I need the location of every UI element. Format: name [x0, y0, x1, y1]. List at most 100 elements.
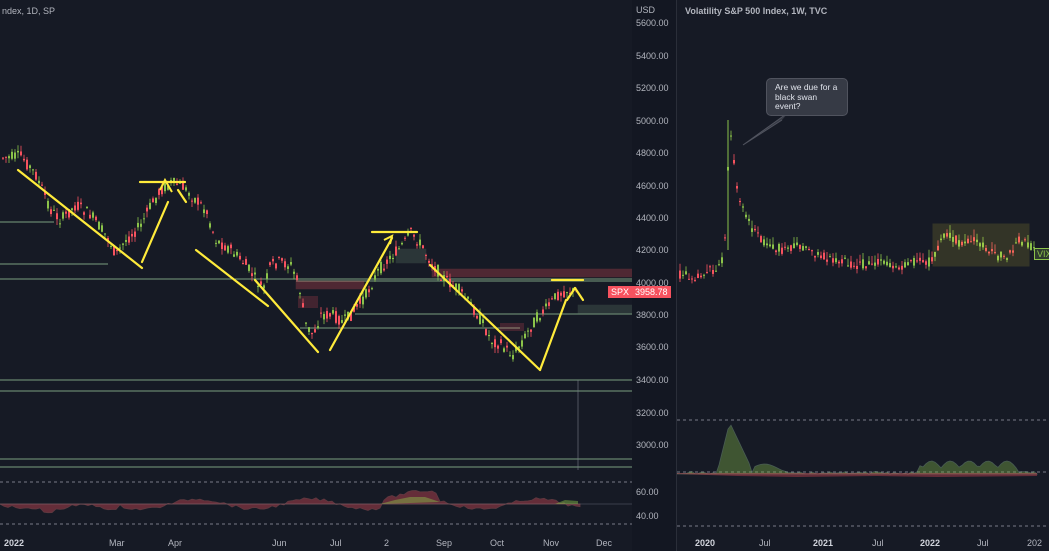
candle — [850, 261, 852, 268]
candle — [754, 228, 756, 231]
candle — [152, 198, 154, 203]
candle — [796, 242, 798, 246]
range-box — [932, 223, 1030, 267]
candle — [29, 165, 31, 168]
trend-annotation-line — [253, 278, 320, 354]
candle — [350, 312, 352, 321]
candle — [386, 259, 388, 264]
candle — [862, 259, 864, 269]
price-axis-tick: 3000.00 — [636, 440, 669, 450]
candle — [248, 264, 250, 271]
candle — [275, 263, 277, 269]
candle — [886, 261, 888, 266]
price-axis-tick: 5200.00 — [636, 83, 669, 93]
candle — [92, 212, 94, 218]
candle — [997, 255, 999, 261]
candle — [736, 186, 738, 189]
candle — [685, 271, 687, 275]
candle — [317, 326, 319, 329]
candle — [56, 213, 58, 220]
candle — [299, 293, 301, 295]
candle — [296, 275, 298, 280]
candle — [419, 239, 421, 246]
candle — [65, 211, 67, 214]
candle — [116, 249, 118, 252]
time-axis-tick: 202 — [1027, 538, 1043, 548]
candle — [545, 303, 547, 307]
candle — [892, 265, 894, 269]
candle — [1024, 239, 1026, 241]
time-axis-tick: 2 — [384, 538, 390, 548]
trend-annotation-line — [176, 188, 188, 204]
candle — [539, 318, 541, 321]
vix-chart-pane[interactable]: Volatility S&P 500 Index, 1W, TVC 2020 Ju… — [676, 0, 1049, 551]
candle — [320, 312, 322, 314]
candle — [859, 261, 861, 263]
candle — [461, 289, 463, 292]
candle — [500, 339, 502, 344]
candle — [71, 208, 73, 211]
candle — [1027, 242, 1029, 248]
spx-chart-pane[interactable]: ndex, 1D, SP 2022 Mar Apr Jun Jul 2 Sep Oct Nov D… — [0, 0, 632, 551]
resistance-zone — [431, 268, 632, 278]
candle — [131, 233, 133, 237]
trend-arrow-head — [159, 177, 173, 193]
candle — [835, 258, 837, 263]
candle — [227, 246, 229, 253]
candle — [745, 214, 747, 218]
candle — [979, 243, 981, 247]
candle — [77, 201, 79, 210]
candle — [314, 329, 316, 333]
candle — [808, 249, 810, 251]
candle — [485, 329, 487, 336]
candle — [751, 228, 753, 232]
candle — [161, 186, 163, 195]
candle — [47, 200, 49, 209]
candle — [503, 348, 505, 352]
candle — [383, 268, 385, 271]
candle — [332, 310, 334, 314]
candle — [473, 306, 475, 315]
candle — [203, 209, 205, 214]
candle — [847, 265, 849, 267]
candle — [1012, 250, 1014, 253]
candle — [53, 209, 55, 211]
candle — [287, 266, 289, 269]
candle — [404, 237, 406, 239]
candle — [398, 248, 400, 250]
resistance-zone — [295, 280, 365, 290]
candle — [521, 340, 523, 347]
candle — [766, 243, 768, 246]
price-axis-tick: 3800.00 — [636, 310, 669, 320]
price-axis-tick: 4800.00 — [636, 148, 669, 158]
candle — [206, 210, 208, 215]
candle — [910, 260, 912, 262]
price-axis[interactable]: USD 5600.00 5400.00 5200.00 5000.00 4800.00 4… — [632, 0, 676, 551]
candle — [158, 189, 160, 195]
candle — [305, 322, 307, 324]
candle — [536, 312, 538, 322]
price-axis-tick: 3600.00 — [636, 342, 669, 352]
candle — [799, 244, 801, 249]
spx-chart-canvas[interactable] — [0, 0, 632, 551]
candle — [104, 233, 106, 235]
candle — [146, 207, 148, 212]
candle — [814, 255, 816, 258]
candle — [946, 233, 948, 237]
callout-note[interactable]: Are we due for a black swan event? — [766, 78, 848, 116]
candle — [482, 319, 484, 324]
candle — [548, 302, 550, 306]
candle — [497, 345, 499, 349]
candle — [739, 200, 741, 203]
candle — [742, 206, 744, 208]
candle — [530, 329, 532, 332]
candle — [17, 150, 19, 153]
candle — [143, 218, 145, 220]
candle — [844, 257, 846, 259]
candle — [197, 197, 199, 205]
candle — [781, 247, 783, 254]
vix-chart-canvas[interactable] — [677, 0, 1049, 551]
candle — [119, 247, 121, 249]
time-axis-tick: Oct — [490, 538, 505, 548]
price-axis-tick: 5000.00 — [636, 116, 669, 126]
